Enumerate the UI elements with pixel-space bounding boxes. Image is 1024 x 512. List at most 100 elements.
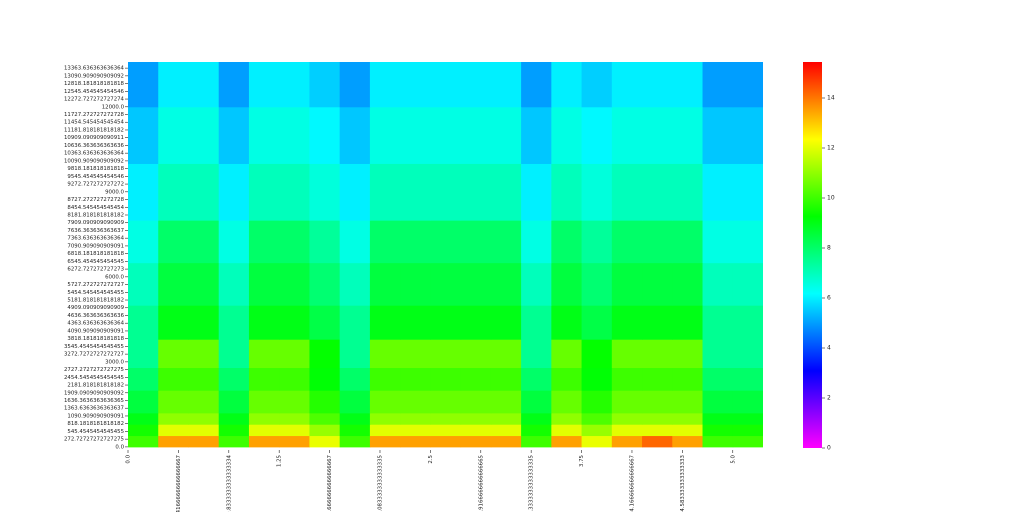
cell: [400, 62, 431, 108]
cell: [460, 220, 492, 264]
cell: [490, 339, 522, 369]
cell: [279, 220, 310, 264]
cell: [339, 435, 371, 448]
cell: [702, 412, 734, 425]
cell: [248, 262, 280, 306]
cell: [430, 390, 462, 414]
cell: [702, 424, 734, 437]
y-tick-label: 818.1818181818182: [67, 421, 124, 427]
cell: [642, 220, 673, 264]
cell: [430, 412, 462, 425]
y-tick-label: 13363.636363636364: [64, 66, 125, 72]
cell: [642, 163, 673, 221]
cell: [309, 339, 341, 369]
cell: [702, 262, 734, 306]
cell: [581, 390, 613, 414]
cell: [460, 412, 492, 425]
y-tick-label: 8454.545454545454: [67, 205, 124, 211]
cell: [490, 220, 522, 264]
cell: [460, 390, 492, 414]
cell: [581, 262, 613, 306]
cell: [339, 424, 371, 437]
cell: [218, 305, 250, 340]
cell: [128, 106, 159, 164]
x-tick-label: 5.0: [730, 454, 736, 463]
cell: [279, 62, 310, 108]
cell: [309, 424, 341, 437]
x-tick-label: 0.8333333333333334: [226, 454, 232, 512]
cell: [279, 424, 310, 437]
cell: [611, 220, 643, 264]
cell: [218, 62, 250, 108]
cell: [551, 367, 583, 391]
cell: [400, 220, 431, 264]
cell: [672, 163, 704, 221]
cell: [400, 106, 431, 164]
cell: [309, 367, 341, 391]
cell: [581, 367, 613, 391]
y-tick-label: 7363.636363636364: [67, 236, 124, 242]
cell: [732, 106, 763, 164]
cell: [400, 424, 431, 437]
cell: [400, 262, 431, 306]
cell: [158, 220, 189, 264]
cell: [339, 220, 371, 264]
y-tick-label: 11727.272727272728: [64, 112, 125, 118]
cell: [732, 390, 763, 414]
cell: [581, 305, 613, 340]
cell: [218, 106, 250, 164]
cell: [490, 367, 522, 391]
cell: [128, 220, 159, 264]
cell: [339, 106, 371, 164]
cell: [702, 220, 734, 264]
cell: [430, 106, 462, 164]
cell: [158, 62, 189, 108]
cell: [248, 390, 280, 414]
cell: [430, 220, 462, 264]
colorbar-tick-label: 0: [827, 445, 831, 452]
cell: [460, 339, 492, 369]
cell: [581, 424, 613, 437]
cell: [460, 106, 492, 164]
cell: [642, 424, 673, 437]
cell: [521, 424, 552, 437]
cell: [642, 62, 673, 108]
cell: [702, 62, 734, 108]
cell: [158, 305, 189, 340]
y-tick-label: 8181.818181818182: [67, 212, 124, 218]
colorbar-tick-label: 12: [827, 145, 835, 152]
cell: [702, 163, 734, 221]
cell: [551, 390, 583, 414]
colorbar-tick-label: 8: [827, 245, 831, 252]
y-tick-label: 7636.363636363637: [67, 228, 124, 234]
cell: [248, 62, 280, 108]
cell: [521, 390, 552, 414]
y-tick-label: 1090.909090909091: [67, 413, 124, 419]
cell: [158, 339, 189, 369]
y-tick-label: 9818.181818181818: [67, 166, 124, 172]
cell: [309, 220, 341, 264]
cell: [128, 390, 159, 414]
cell: [248, 339, 280, 369]
cell: [309, 262, 341, 306]
cell: [248, 305, 280, 340]
cell: [611, 305, 643, 340]
y-tick-label: 4090.909090909091: [67, 328, 124, 334]
cell: [158, 412, 189, 425]
cell: [611, 163, 643, 221]
cell: [188, 305, 220, 340]
y-tick-label: 10909.090909090911: [64, 135, 124, 141]
x-tick-label: 3.75: [579, 455, 585, 467]
cell: [581, 62, 613, 108]
y-tick-label: 4909.090909090909: [67, 305, 124, 311]
cell: [128, 435, 159, 448]
cell: [672, 412, 704, 425]
cell: [369, 367, 401, 391]
cell: [188, 163, 220, 221]
colorbar-tick-label: 2: [827, 395, 831, 402]
cell: [672, 339, 704, 369]
cell: [218, 163, 250, 221]
cell: [521, 435, 552, 448]
cell: [732, 435, 763, 448]
cell: [158, 367, 189, 391]
